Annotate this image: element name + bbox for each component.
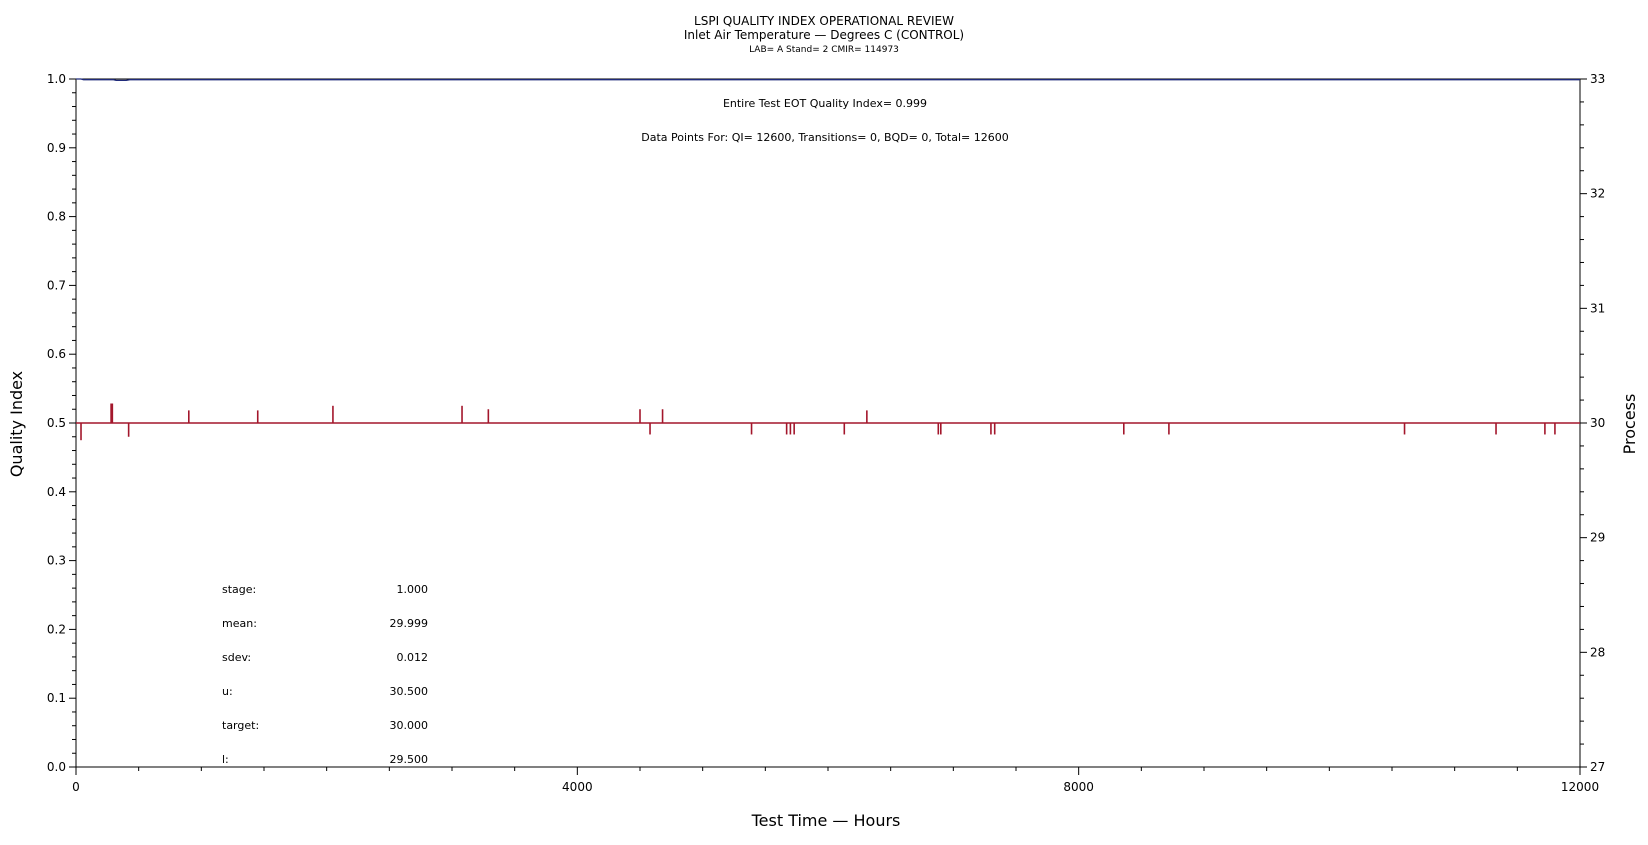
y-left-tick-label: 0.9 (47, 141, 66, 155)
y-left-tick-label: 0.2 (47, 622, 66, 636)
stat-label: sdev: (222, 651, 251, 664)
chart-subtitle-2: LAB= A Stand= 2 CMIR= 114973 (749, 45, 899, 55)
y-right-tick-label: 33 (1590, 72, 1605, 86)
y-left-tick-label: 0.3 (47, 554, 66, 568)
y-right-tick-label: 32 (1590, 187, 1605, 201)
stat-label: l: (222, 753, 229, 766)
x-axis-label: Test Time — Hours (751, 811, 901, 830)
stat-value: 30.000 (390, 719, 429, 732)
stat-label: target: (222, 719, 259, 732)
y-left-tick-label: 1.0 (47, 72, 66, 86)
y-axis-label-left: Quality Index (7, 371, 26, 477)
annotation-eot: Entire Test EOT Quality Index= 0.999 (723, 97, 927, 110)
y-left-tick-label: 0.0 (47, 760, 66, 774)
y-left-tick-label: 0.4 (47, 485, 66, 499)
stat-label: u: (222, 685, 233, 698)
y-left-tick-label: 0.5 (47, 416, 66, 430)
y-axis-label-right: Process (1620, 394, 1639, 455)
y-right-tick-label: 27 (1590, 760, 1605, 774)
y-left-tick-label: 0.8 (47, 210, 66, 224)
stat-value: 0.012 (397, 651, 429, 664)
x-tick-label: 8000 (1063, 780, 1094, 794)
annotation-datapoints: Data Points For: QI= 12600, Transitions=… (641, 131, 1009, 144)
quality-index-series-line (76, 78, 1580, 82)
stats-block: stage: 1.000 mean: 29.999 sdev: 0.012 u: 30.500… (222, 583, 428, 766)
x-tick-label: 12000 (1561, 780, 1599, 794)
chart-title: LSPI QUALITY INDEX OPERATIONAL REVIEW (694, 14, 954, 28)
stat-value: 29.999 (390, 617, 429, 630)
stat-value: 30.500 (390, 685, 429, 698)
y-left-tick-label: 0.1 (47, 691, 66, 705)
x-tick-label: 4000 (562, 780, 593, 794)
y-right-tick-label: 30 (1590, 416, 1605, 430)
stat-value: 1.000 (397, 583, 429, 596)
y-right-tick-label: 29 (1590, 531, 1605, 545)
stat-label: mean: (222, 617, 257, 630)
y-left-tick-label: 0.6 (47, 347, 66, 361)
y-left-tick-label: 0.7 (47, 278, 66, 292)
chart-subtitle: Inlet Air Temperature — Degrees C (CONTR… (684, 28, 964, 42)
plot-area: 0 4000 8000 12000 0.0 0.1 0.2 0.3 0.4 0.5 0.6 0.7 0.… (47, 72, 1605, 794)
y-right-tick-label: 28 (1590, 645, 1605, 659)
stat-label: stage: (222, 583, 256, 596)
x-tick-label: 0 (72, 780, 80, 794)
stat-value: 29.500 (390, 753, 429, 766)
y-right-tick-label: 31 (1590, 301, 1605, 315)
